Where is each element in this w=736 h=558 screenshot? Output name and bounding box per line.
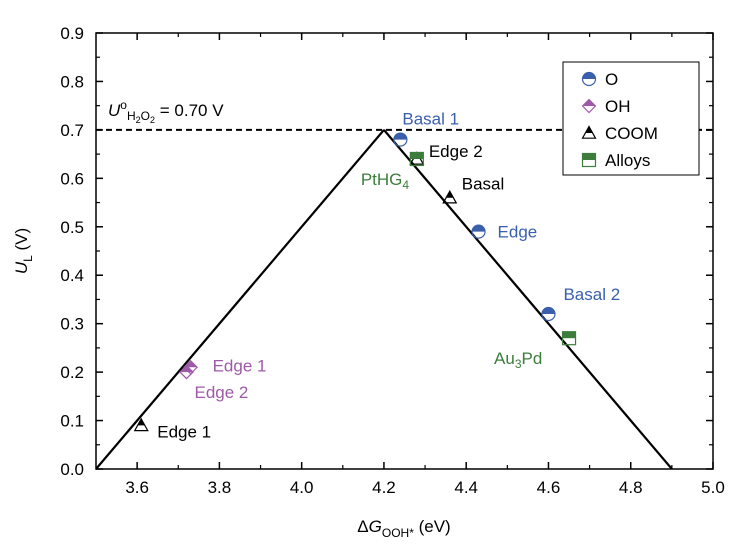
- equilibrium-label: UoH2O2 = 0.70 V: [108, 98, 224, 125]
- data-markers: [133, 132, 577, 432]
- marker-o-2: [471, 224, 486, 239]
- x-axis-title: ΔGOOH* (eV): [357, 517, 450, 540]
- y-tick-label: 0.8: [60, 72, 84, 91]
- point-annotations: Basal 1 Edge Basal 2 Edge 1 Edge 2 Edge 1 Edge…: [157, 110, 620, 442]
- annotation-coom-1: Edge 1: [157, 422, 211, 441]
- legend-marker-coom: [581, 125, 597, 139]
- y-tick-label: 0.6: [60, 169, 84, 188]
- annotation-alloys-2: Au3Pd: [494, 349, 542, 371]
- legend-marker-oh: [581, 98, 597, 114]
- y-axis-title: UL (V): [12, 228, 35, 274]
- marker-o-3: [541, 306, 556, 322]
- y-tick-label: 0.2: [60, 363, 84, 382]
- annotation-oh-2: Edge 2: [194, 383, 248, 402]
- x-tick-label: 4.0: [290, 478, 314, 497]
- legend-label-coom: COOM: [605, 124, 658, 143]
- annotation-o-3: Basal 2: [563, 285, 620, 304]
- legend-label-o: O: [605, 70, 618, 89]
- y-tick-label: 0.1: [60, 412, 84, 431]
- volcano-lines: [96, 129, 673, 469]
- x-tick-label: 4.4: [454, 478, 478, 497]
- y-tick-label: 0.0: [60, 460, 84, 479]
- x-tick-label: 5.0: [701, 478, 725, 497]
- legend-label-alloys: Alloys: [605, 151, 650, 170]
- y-tick-label: 0.9: [60, 24, 84, 43]
- annotation-coom-3: Basal: [462, 175, 505, 194]
- marker-alloys-1: [409, 151, 424, 167]
- annotation-oh-1: Edge 1: [213, 356, 267, 375]
- x-axis-ticks: 3.6 3.8 4.0 4.2 4.4 4.6 4.8 5.0: [125, 33, 725, 497]
- volcano-line-left: [96, 129, 385, 469]
- y-tick-label: 0.7: [60, 121, 84, 140]
- legend-marker-alloys: [581, 152, 597, 168]
- y-tick-label: 0.3: [60, 315, 84, 334]
- y-tick-label: 0.4: [60, 266, 84, 285]
- marker-alloys-2: [561, 331, 577, 346]
- legend-marker-o: [581, 71, 597, 87]
- y-tick-label: 0.5: [60, 218, 84, 237]
- marker-o-1: [393, 132, 408, 147]
- x-tick-label: 4.6: [537, 478, 561, 497]
- x-tick-label: 3.8: [208, 478, 232, 497]
- annotation-alloys-1: PtHG4: [361, 170, 410, 192]
- x-tick-label: 4.8: [619, 478, 643, 497]
- marker-oh-2: [179, 364, 194, 380]
- annotation-coom-2: Edge 2: [429, 142, 483, 161]
- volcano-line-right: [383, 129, 673, 469]
- annotation-o-2: Edge: [498, 223, 538, 242]
- y-axis-ticks: 0.0 0.1 0.2 0.3 0.4 0.5 0.6 0.7 0.8 0.9: [60, 24, 713, 479]
- annotation-o-1: Basal 1: [402, 110, 459, 129]
- marker-coom-1: [133, 417, 149, 432]
- legend-label-oh: OH: [605, 97, 631, 116]
- x-tick-label: 4.2: [372, 478, 396, 497]
- x-tick-label: 3.6: [125, 478, 149, 497]
- marker-coom-3: [442, 189, 458, 204]
- legend: O OH COOM Alloys: [562, 61, 700, 176]
